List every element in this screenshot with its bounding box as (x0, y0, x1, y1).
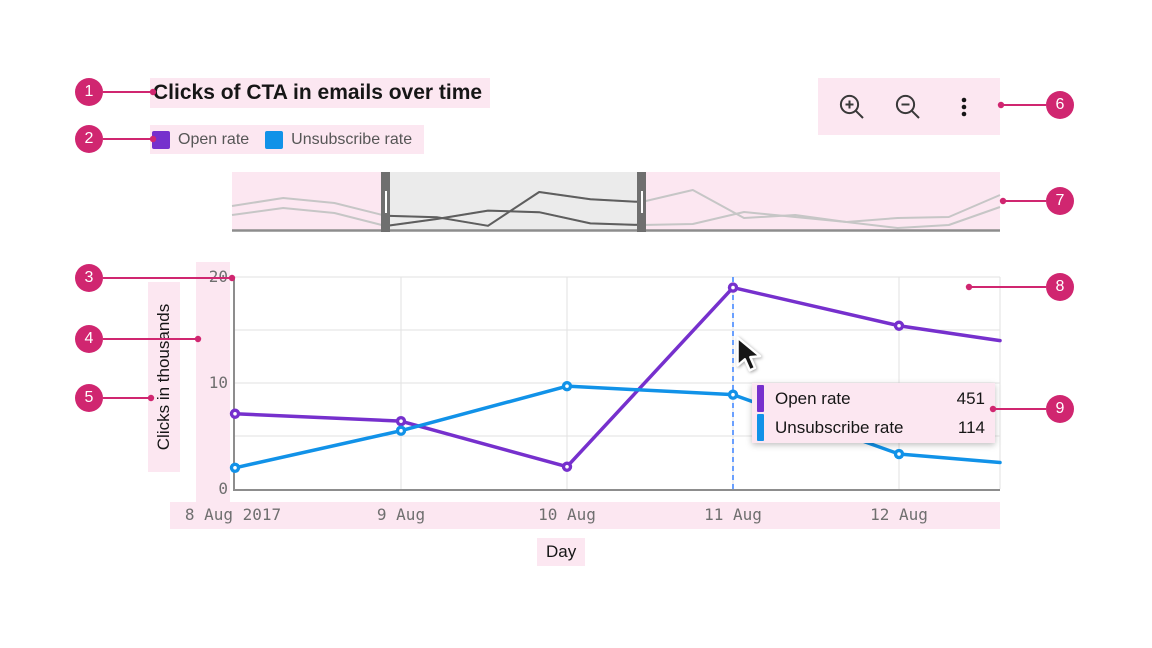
y-tick-label: 20 (208, 267, 228, 286)
callout-8-plot-area: 8 (1046, 273, 1074, 301)
overflow-menu-button[interactable] (936, 83, 992, 131)
y-tick-highlight (196, 262, 230, 502)
legend-item-unsubscribe-rate[interactable]: Unsubscribe rate (265, 130, 413, 149)
y-axis-title: Clicks in thousands (154, 303, 173, 451)
tooltip-label: Unsubscribe rate (775, 417, 904, 437)
zoom-out-button[interactable] (880, 83, 936, 131)
zoombar-selection[interactable] (385, 172, 642, 231)
tooltip-value: 451 (956, 388, 985, 408)
legend-item-open-rate[interactable]: Open rate (152, 130, 250, 149)
tooltip-label: Open rate (775, 388, 851, 408)
callout-1-title: 1 (75, 78, 103, 106)
legend-label: Open rate (178, 130, 250, 148)
zoom-in-icon (839, 94, 864, 119)
x-tick-label: 12 Aug (870, 505, 928, 524)
legend: Open rate Unsubscribe rate (150, 125, 425, 154)
x-tick-label: 11 Aug (704, 505, 762, 524)
callout-3-y-axis: 3 (75, 264, 103, 292)
tooltip-swatch (757, 414, 764, 441)
zoom-out-icon (895, 94, 920, 119)
x-axis-title: Day (537, 538, 586, 566)
x-tick-highlight (170, 502, 1000, 529)
callout-7-zoom-bar: 7 (1046, 187, 1074, 215)
chart-title: Clicks of CTA in emails over time (150, 78, 491, 108)
mouse-cursor-icon (736, 336, 762, 372)
x-tick-label: 9 Aug (376, 505, 426, 524)
callout-6-toolbar: 6 (1046, 91, 1074, 119)
chart-toolbar (818, 78, 1006, 135)
tooltip-value: 114 (957, 417, 985, 437)
callout-4-tick-labels: 4 (75, 325, 103, 353)
x-tick-label: 8 Aug 2017 (184, 505, 282, 524)
zoombar-handle-right[interactable] (637, 172, 647, 232)
tooltip-row: Open rate 451 (752, 385, 995, 412)
callout-9-tooltip: 9 (1046, 395, 1074, 423)
x-tick-label: 10 Aug (538, 505, 596, 524)
y-title-highlight (148, 282, 180, 472)
tooltip-row: Unsubscribe rate 114 (752, 414, 995, 441)
tooltip-swatch (757, 385, 764, 412)
zoom-in-button[interactable] (824, 83, 880, 131)
overflow-menu-icon (961, 97, 967, 116)
legend-swatch-unsubscribe-rate (265, 130, 284, 149)
legend-label: Unsubscribe rate (291, 130, 413, 148)
y-tick-label: 10 (208, 373, 228, 392)
legend-swatch-open-rate (152, 130, 170, 149)
callout-5-axis-title: 5 (75, 384, 103, 412)
y-tick-label: 0 (218, 479, 228, 498)
callout-2-legend: 2 (75, 125, 103, 153)
toolbar-highlight (818, 78, 1000, 135)
tooltip: Open rate 451 Unsubscribe rate 114 (752, 383, 995, 443)
zoombar-handle-left[interactable] (381, 172, 391, 232)
